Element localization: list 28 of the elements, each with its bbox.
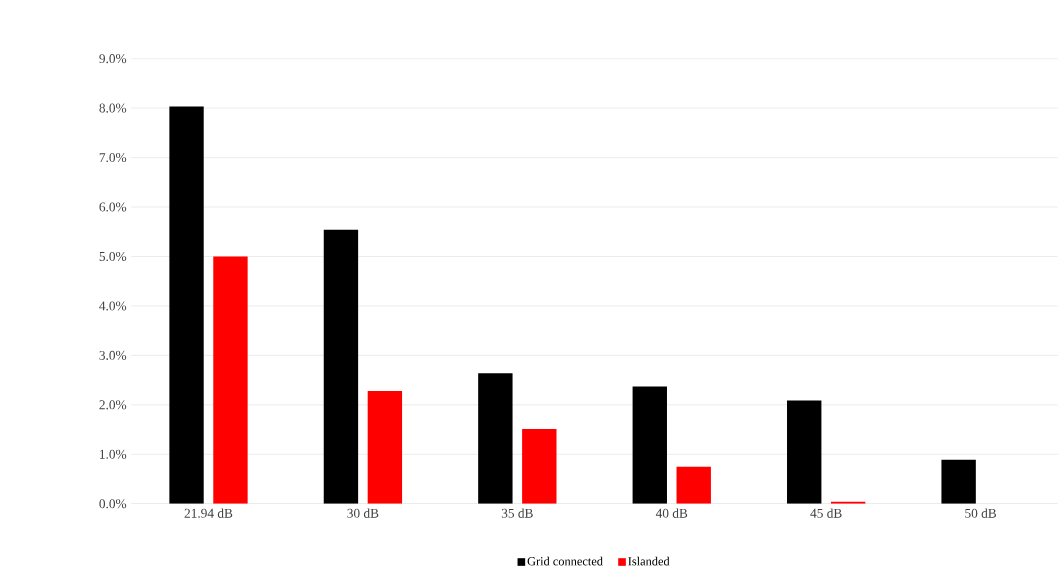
bar (367, 390, 403, 504)
x-tick-label: 30 dB (347, 508, 379, 518)
bar (213, 256, 248, 504)
bar (169, 106, 204, 504)
legend-label: Grid connected (527, 556, 603, 566)
bar (941, 459, 976, 504)
y-tick-label: 5.0% (99, 251, 127, 261)
y-tick-label: 4.0% (99, 301, 127, 311)
y-tick-label: 2.0% (99, 400, 127, 410)
x-tick-label: 35 dB (501, 508, 533, 518)
x-tick-label: 45 dB (810, 508, 842, 518)
legend-label: Islanded (628, 556, 670, 566)
y-tick-label: 7.0% (99, 152, 127, 163)
y-tick-label: 9.0% (99, 54, 127, 64)
y-tick-label: 3.0% (99, 350, 127, 360)
bar (676, 466, 711, 504)
bar (522, 429, 557, 504)
x-tick-label: 21.94 dB (184, 508, 233, 518)
bar (323, 229, 359, 504)
y-tick-label: 8.0% (99, 103, 127, 113)
x-tick-label: 40 dB (655, 508, 688, 518)
y-tick-label: 1.0% (100, 449, 127, 459)
y-tick-label: 6.0% (99, 202, 127, 212)
y-tick-label: 0.0% (99, 499, 127, 509)
x-tick-label: 50 dB (965, 508, 997, 518)
bar (787, 400, 822, 504)
bar (478, 373, 513, 504)
bar (632, 386, 667, 504)
